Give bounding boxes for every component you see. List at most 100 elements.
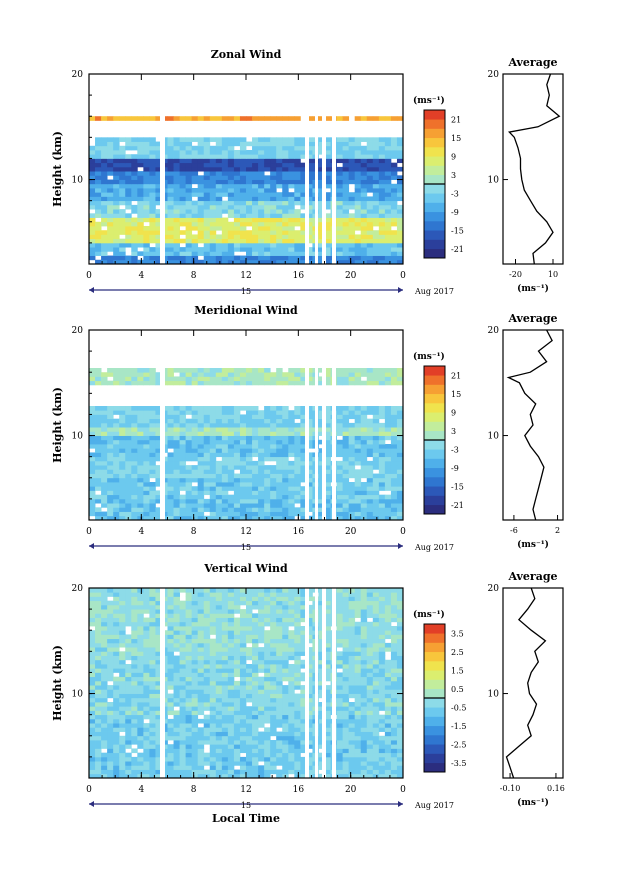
heatmap-cell <box>101 427 108 432</box>
heatmap-cell <box>300 448 307 453</box>
heatmap-cell <box>366 706 374 711</box>
heatmap-cell <box>270 664 277 669</box>
heatmap-cell <box>185 141 193 147</box>
heatmap-cell <box>384 723 392 728</box>
heatmap-cell <box>270 145 277 151</box>
heatmap-cell <box>366 251 374 256</box>
heatmap-cell <box>173 192 180 197</box>
heatmap-cell <box>384 647 392 652</box>
heatmap-cell <box>173 515 180 521</box>
heatmap-cell <box>324 482 331 487</box>
heatmap-cell <box>197 642 205 648</box>
heatmap-cell <box>396 247 404 252</box>
heatmap-cell <box>137 141 144 147</box>
heatmap-cell <box>185 175 193 180</box>
heatmap-cell <box>125 672 132 678</box>
heatmap-cell <box>191 697 199 703</box>
heatmap-cell <box>227 659 235 665</box>
heatmap-cell <box>125 490 132 496</box>
heatmap-cell <box>324 761 331 766</box>
heatmap-cell <box>366 255 374 261</box>
heatmap-cell <box>191 137 199 142</box>
heatmap-cell <box>378 422 386 428</box>
heatmap-cell <box>131 221 138 227</box>
heatmap-cell <box>354 251 362 256</box>
heatmap-cell <box>95 238 102 244</box>
heatmap-cell <box>185 209 193 214</box>
heatmap-cell <box>191 744 199 749</box>
heatmap-cell <box>246 431 253 436</box>
heatmap-cell <box>173 221 180 227</box>
heatmap-cell <box>282 486 289 491</box>
heatmap-cell <box>366 427 374 432</box>
heatmap-cell <box>372 685 380 690</box>
heatmap-cell <box>264 769 271 775</box>
heatmap-cell <box>276 376 283 382</box>
heatmap-cell <box>366 659 374 665</box>
heatmap-cell <box>215 406 223 411</box>
heatmap-cell <box>390 511 398 517</box>
heatmap-cell <box>342 183 350 189</box>
heatmap-cell <box>239 490 247 496</box>
heatmap-cell <box>167 769 174 775</box>
heatmap-cell <box>179 473 187 479</box>
heatmap-cell <box>384 376 392 382</box>
heatmap-cell <box>264 251 271 256</box>
heatmap-cell <box>149 188 156 193</box>
heatmap-cell <box>179 204 187 210</box>
heatmap-cell <box>185 714 193 720</box>
heatmap-cell <box>191 507 199 512</box>
heatmap-cell <box>221 259 229 265</box>
heatmap-cell <box>294 372 301 377</box>
heatmap-cell <box>143 226 150 231</box>
heatmap-cell <box>384 150 392 155</box>
heatmap-cell <box>137 259 144 265</box>
heatmap-cell <box>396 680 404 686</box>
heatmap-cell <box>185 735 193 741</box>
heatmap-cell <box>89 735 96 741</box>
heatmap-cell <box>360 452 368 458</box>
heatmap-cell <box>107 465 114 470</box>
heatmap-cell <box>396 469 404 474</box>
heatmap-cell <box>342 456 350 462</box>
heatmap-cell <box>89 714 96 720</box>
heatmap-cell <box>384 414 392 420</box>
heatmap-cell <box>131 765 138 770</box>
heatmap-cell <box>233 179 241 185</box>
heatmap-cell <box>366 486 374 491</box>
data-gap <box>322 330 326 520</box>
heatmap-cell <box>294 748 301 754</box>
heatmap-cell <box>215 490 223 496</box>
heatmap-cell <box>155 507 162 512</box>
heatmap-cell <box>197 697 205 703</box>
heatmap-cell <box>227 748 235 754</box>
heatmap-cell <box>119 247 126 252</box>
heatmap-cell <box>95 154 102 159</box>
heatmap-cell <box>264 439 271 445</box>
heatmap-cell <box>294 255 301 261</box>
heatmap-cell <box>294 756 301 762</box>
heatmap-cell <box>119 702 126 707</box>
heatmap-cell <box>360 511 368 517</box>
heatmap-cell <box>137 162 144 168</box>
heatmap-cell <box>276 242 283 248</box>
heatmap-cell <box>197 427 205 432</box>
heatmap-cell <box>276 418 283 424</box>
heatmap-cell <box>372 410 380 415</box>
heatmap-cell <box>270 676 277 682</box>
heatmap-cell <box>221 664 229 669</box>
heatmap-cell <box>360 154 368 159</box>
heatmap-cell <box>149 638 156 644</box>
heatmap-cell <box>149 655 156 661</box>
heatmap-cell <box>101 642 108 648</box>
heatmap-cell <box>336 642 344 648</box>
heatmap-cell <box>372 372 380 377</box>
heatmap-cell <box>173 380 180 386</box>
heatmap-cell <box>143 482 150 487</box>
heatmap-cell <box>324 372 331 377</box>
heatmap-cell <box>354 511 362 517</box>
heatmap-cell <box>306 221 313 227</box>
heatmap-cell <box>203 230 211 235</box>
heatmap-cell <box>336 706 344 711</box>
heatmap-cell <box>173 456 180 462</box>
